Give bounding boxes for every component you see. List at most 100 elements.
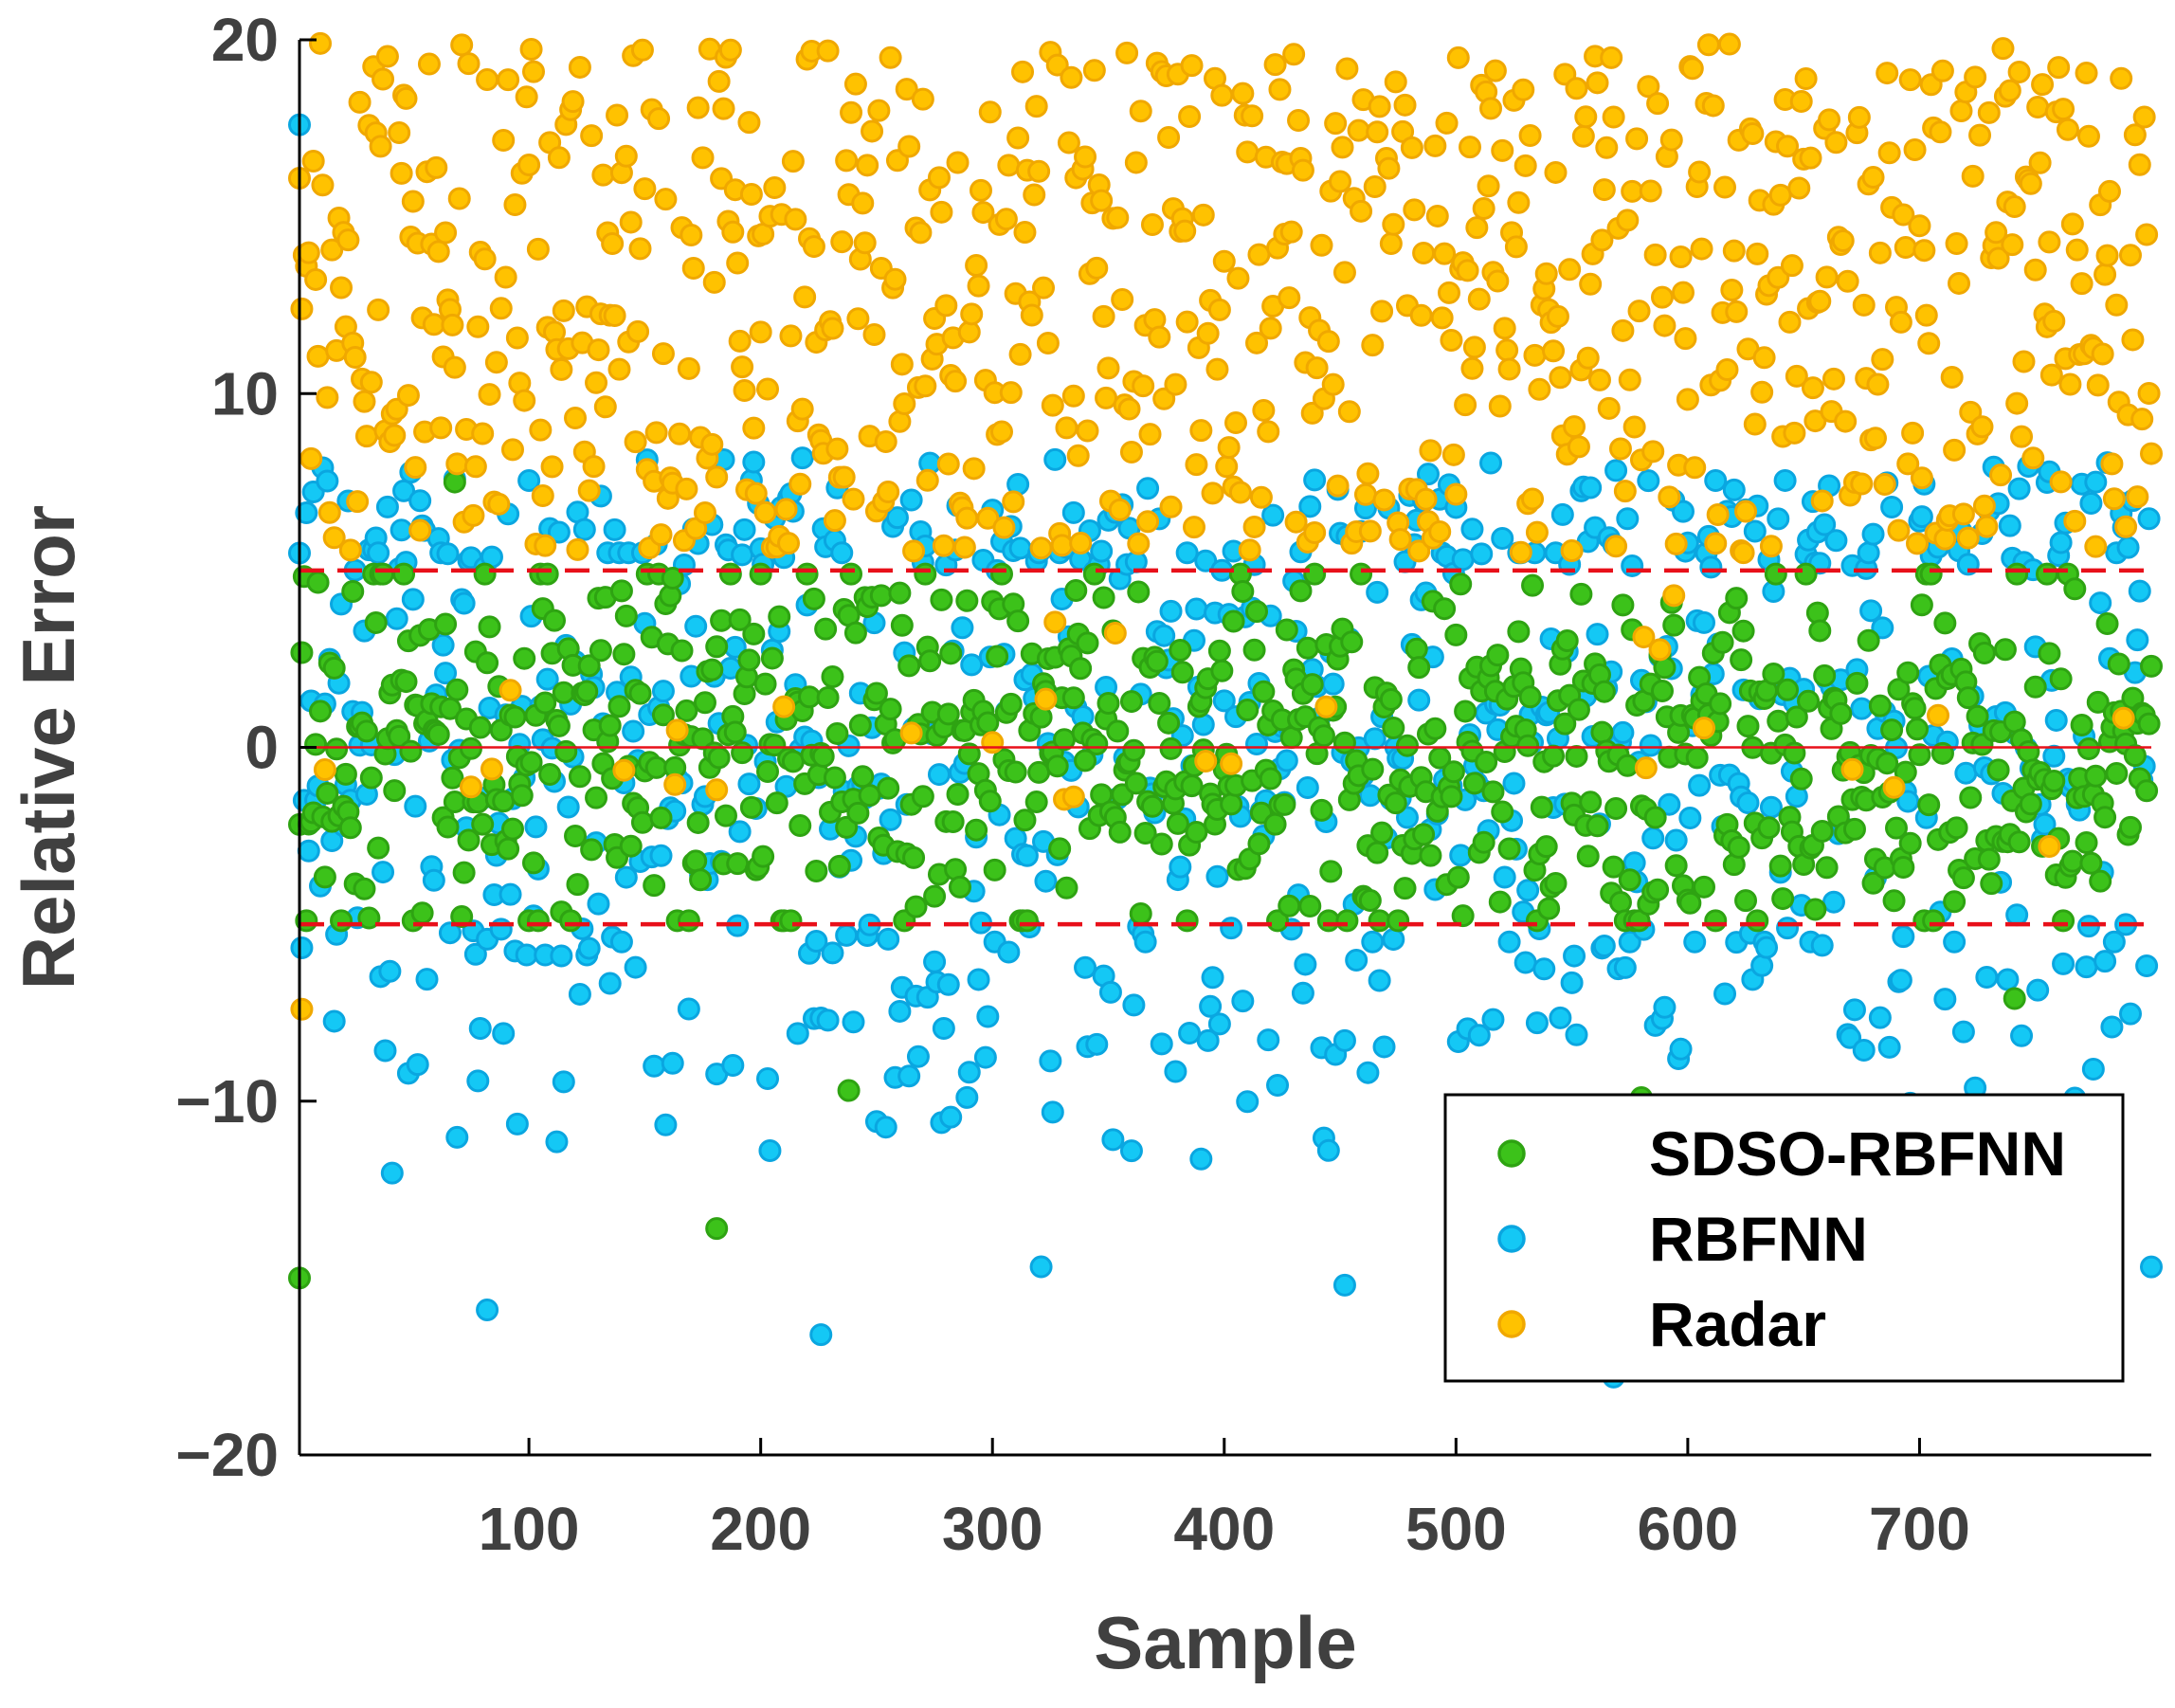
radar-point bbox=[1483, 59, 1507, 82]
sdso-rbfnn-point bbox=[904, 895, 928, 918]
radar-point bbox=[1440, 329, 1463, 353]
radar-point bbox=[851, 191, 875, 215]
radar-point bbox=[1332, 261, 1356, 284]
sdso-rbfnn-point bbox=[1602, 855, 1625, 879]
radar-point bbox=[2135, 223, 2159, 246]
radar-point bbox=[1847, 105, 1871, 129]
sdso-rbfnn-point bbox=[728, 608, 752, 631]
radar-point bbox=[890, 353, 914, 376]
sdso-rbfnn-point bbox=[749, 562, 772, 586]
rbfnn-point bbox=[556, 795, 580, 819]
radar-point bbox=[1627, 300, 1651, 323]
sdso-rbfnn-point bbox=[452, 861, 476, 884]
radar-point bbox=[1717, 32, 1741, 56]
radar-point bbox=[665, 718, 689, 742]
radar-point bbox=[992, 516, 1016, 539]
rbfnn-point bbox=[733, 518, 756, 541]
sdso-rbfnn-point bbox=[2093, 806, 2117, 829]
rbfnn-point bbox=[408, 489, 432, 513]
sdso-rbfnn-point bbox=[1170, 661, 1194, 684]
radar-point bbox=[1914, 303, 1938, 327]
rbfnn-point bbox=[1693, 610, 1716, 634]
rbfnn-point bbox=[967, 968, 990, 991]
rbfnn-point bbox=[677, 997, 700, 1021]
rbfnn-point bbox=[1207, 1012, 1231, 1036]
rbfnn-point bbox=[1119, 1139, 1143, 1163]
radar-point bbox=[1579, 272, 1603, 296]
radar-point bbox=[1430, 306, 1454, 330]
rbfnn-point bbox=[1460, 518, 1484, 541]
sdso-rbfnn-point bbox=[1148, 692, 1171, 716]
rbfnn-point bbox=[2137, 507, 2161, 531]
sdso-rbfnn-point bbox=[821, 665, 844, 689]
rbfnn-point bbox=[1861, 522, 1885, 546]
radar-point bbox=[1194, 750, 1218, 773]
radar-point bbox=[372, 67, 395, 91]
radar-point bbox=[2007, 60, 2031, 83]
sdso-rbfnn-point bbox=[1768, 854, 1792, 878]
radar-point bbox=[1616, 209, 1640, 232]
rbfnn-point bbox=[1178, 1021, 1202, 1045]
rbfnn-point bbox=[1395, 806, 1419, 829]
sdso-rbfnn-point bbox=[1175, 909, 1199, 933]
radar-point bbox=[1159, 495, 1183, 518]
radar-point bbox=[816, 39, 840, 63]
sdso-rbfnn-point bbox=[1884, 816, 1908, 840]
sdso-rbfnn-point bbox=[1945, 816, 1968, 840]
sdso-rbfnn-point bbox=[788, 814, 812, 838]
rbfnn-point bbox=[547, 520, 571, 544]
radar-point bbox=[1085, 256, 1109, 280]
rbfnn-point bbox=[1372, 1035, 1396, 1059]
radar-point bbox=[1818, 108, 1841, 132]
radar-point bbox=[1674, 327, 1697, 351]
radar-point bbox=[401, 190, 425, 213]
radar-point bbox=[1680, 57, 1704, 81]
rbfnn-point bbox=[1713, 982, 1737, 1006]
radar-point bbox=[1604, 535, 1628, 558]
radar-point bbox=[1889, 310, 1912, 334]
sdso-rbfnn-point bbox=[911, 785, 934, 809]
radar-point bbox=[2001, 233, 2024, 257]
sdso-rbfnn-point bbox=[1119, 690, 1143, 714]
radar-point bbox=[1335, 57, 1359, 81]
radar-point bbox=[2128, 153, 2151, 176]
sdso-rbfnn-point bbox=[609, 579, 633, 603]
sdso-rbfnn-point bbox=[1521, 573, 1545, 597]
sdso-rbfnn-point bbox=[1604, 796, 1628, 820]
sdso-rbfnn-point bbox=[1366, 841, 1389, 864]
radar-point bbox=[2091, 342, 2114, 366]
sdso-rbfnn-point bbox=[1368, 909, 1391, 933]
radar-point bbox=[737, 111, 761, 135]
rbfnn-point bbox=[1332, 1273, 1356, 1297]
radar-point bbox=[1752, 346, 1776, 370]
sdso-rbfnn-point bbox=[1762, 662, 1785, 685]
sdso-rbfnn-point bbox=[330, 909, 353, 933]
radar-point bbox=[1231, 82, 1255, 105]
sdso-rbfnn-point bbox=[1736, 715, 1760, 738]
rbfnn-point bbox=[728, 820, 752, 844]
sdso-rbfnn-point bbox=[589, 639, 612, 663]
sdso-rbfnn-point bbox=[1880, 718, 1904, 742]
rbfnn-point bbox=[1368, 969, 1391, 992]
sdso-rbfnn-point bbox=[441, 766, 464, 790]
radar-point bbox=[1043, 610, 1067, 634]
radar-point bbox=[1637, 75, 1660, 99]
sdso-rbfnn-point bbox=[1910, 593, 1933, 617]
radar-point bbox=[1486, 269, 1510, 293]
radar-point bbox=[624, 430, 647, 454]
legend-label-sdso-rbfnn: SDSO-RBFNN bbox=[1649, 1118, 2066, 1189]
radar-point bbox=[1066, 444, 1090, 467]
sdso-rbfnn-point bbox=[1074, 749, 1097, 772]
sdso-rbfnn-point bbox=[1106, 719, 1130, 743]
sdso-rbfnn-point bbox=[1711, 630, 1734, 654]
radar-point bbox=[705, 465, 729, 489]
radar-point bbox=[1868, 241, 1892, 264]
sdso-rbfnn-point bbox=[1441, 760, 1465, 784]
radar-point bbox=[591, 163, 615, 187]
legend-label-rbfnn: RBFNN bbox=[1649, 1204, 1868, 1274]
radar-point bbox=[784, 208, 807, 231]
radar-point bbox=[1479, 97, 1503, 120]
radar-point bbox=[712, 97, 735, 120]
radar-point bbox=[1815, 265, 1839, 289]
